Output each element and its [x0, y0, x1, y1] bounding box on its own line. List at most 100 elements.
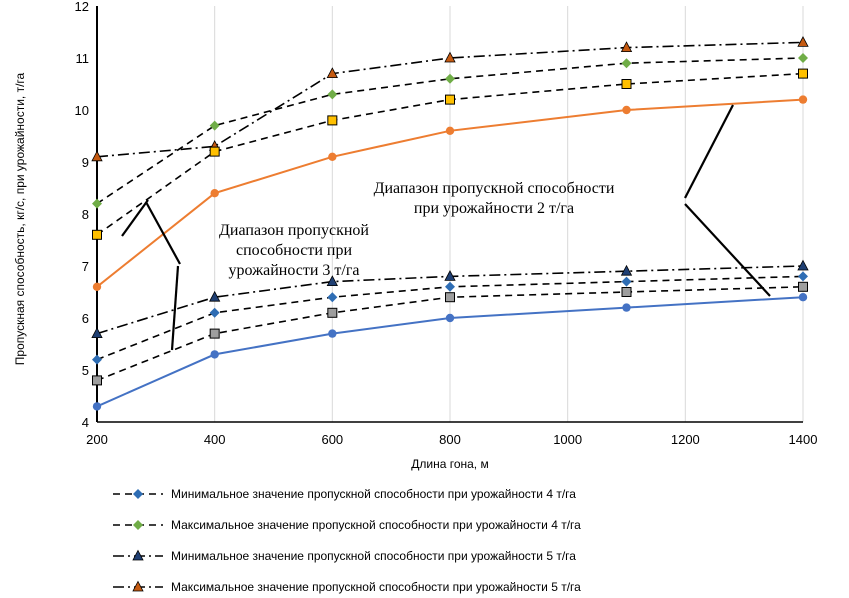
series-6 — [92, 293, 808, 411]
data-point — [327, 292, 338, 303]
data-point — [92, 282, 102, 291]
series-group — [91, 36, 809, 411]
legend-item-3: Максимальное значение пропускной способн… — [113, 580, 581, 594]
data-point — [797, 259, 809, 271]
data-point — [798, 281, 808, 292]
annotation-leader-2 — [145, 201, 181, 265]
legend-marker — [133, 520, 143, 530]
series-line-2 — [96, 265, 804, 335]
data-point — [621, 287, 632, 297]
series-line-4 — [96, 286, 804, 382]
data-point — [620, 264, 633, 276]
data-point — [326, 67, 338, 78]
x-axis-title: Длина гона, м — [411, 457, 488, 471]
axes: 200 400 600 800 1000 1200 1400 4 5 6 7 8 9 10 11 12 — [75, 0, 818, 447]
legend-item-1: Максимальное значение пропускной способн… — [113, 518, 581, 532]
annotation-leader-0 — [684, 104, 734, 199]
series-4 — [92, 281, 808, 386]
series-5 — [92, 68, 808, 240]
series-7 — [92, 95, 808, 291]
data-point — [327, 115, 338, 126]
data-point — [798, 68, 808, 79]
data-point — [92, 198, 102, 209]
legend-item-2: Минимальное значение пропускной способно… — [113, 549, 576, 563]
y-tick-label: 12 — [75, 0, 89, 14]
data-point — [445, 292, 455, 303]
legend-marker — [132, 549, 144, 561]
data-point — [621, 58, 632, 69]
data-point — [445, 126, 455, 135]
data-point — [797, 36, 809, 47]
annotation-text: способности при — [236, 242, 352, 259]
y-tick-label: 10 — [75, 103, 89, 118]
data-point — [621, 276, 632, 287]
data-point — [210, 189, 219, 198]
data-point — [445, 94, 455, 105]
data-point — [620, 41, 633, 52]
series-0 — [92, 271, 808, 365]
legend-label: Минимальное значение пропускной способно… — [171, 549, 576, 563]
data-point — [798, 95, 808, 104]
x-tick-label: 400 — [204, 432, 226, 447]
data-point — [444, 270, 456, 281]
data-point — [622, 105, 631, 115]
legend-label: Максимальное значение пропускной способн… — [171, 580, 581, 594]
y-tick-label: 5 — [82, 363, 89, 378]
legend-marker — [133, 489, 143, 499]
legend-label: Максимальное значение пропускной способн… — [171, 518, 581, 532]
data-point — [798, 271, 808, 282]
series-line-7 — [96, 98, 804, 288]
x-tick-label: 600 — [321, 432, 343, 447]
data-point — [92, 402, 102, 411]
data-point — [209, 290, 221, 302]
y-tick-label: 7 — [82, 259, 89, 274]
data-point — [209, 328, 220, 339]
data-point — [92, 354, 102, 365]
data-point — [444, 51, 456, 63]
series-line-6 — [96, 296, 804, 408]
data-point — [798, 53, 808, 63]
y-axis-title: Пропускная способность, кг/с, при урожай… — [13, 72, 27, 365]
data-point — [328, 329, 337, 338]
annotation-text: при урожайности 2 т/га — [414, 200, 574, 217]
annotation-text: Диапазон пропускной способности — [374, 180, 615, 197]
y-tick-label: 8 — [82, 207, 89, 222]
series-2 — [91, 259, 809, 339]
data-point — [327, 307, 338, 318]
data-point — [91, 327, 103, 339]
data-point — [91, 150, 103, 162]
series-line-3 — [96, 41, 804, 158]
series-line-1 — [96, 57, 804, 205]
data-point — [209, 307, 220, 318]
data-point — [328, 152, 337, 161]
data-point — [209, 146, 220, 157]
legend-item-0: Минимальное значение пропускной способно… — [113, 487, 576, 501]
y-tick-label: 6 — [82, 311, 89, 326]
series-1 — [92, 53, 808, 209]
annotation-leader-4 — [121, 199, 149, 237]
data-point — [445, 281, 455, 292]
y-tick-label: 11 — [76, 51, 90, 66]
x-tick-label: 1400 — [789, 432, 818, 447]
annotation-text: Диапазон пропускной — [219, 222, 369, 239]
data-point — [445, 73, 455, 84]
legend: Минимальное значение пропускной способно… — [113, 487, 581, 594]
series-line-5 — [96, 72, 804, 236]
data-point — [798, 293, 808, 302]
data-point — [445, 313, 455, 323]
data-point — [209, 120, 220, 131]
data-point — [92, 229, 102, 240]
x-tick-label: 200 — [86, 432, 108, 447]
annotations: Диапазон пропускной способности при урожа… — [121, 104, 771, 351]
annotation-text: урожайности 3 т/га — [228, 262, 359, 279]
annotation-leader-1 — [684, 203, 771, 297]
data-point — [621, 79, 632, 89]
y-tick-label: 4 — [82, 415, 89, 430]
series-line-0 — [96, 275, 804, 361]
data-point — [210, 350, 219, 359]
y-tick-label: 9 — [82, 155, 89, 170]
x-tick-label: 1200 — [671, 432, 700, 447]
data-point — [327, 89, 338, 100]
data-point — [92, 375, 102, 386]
